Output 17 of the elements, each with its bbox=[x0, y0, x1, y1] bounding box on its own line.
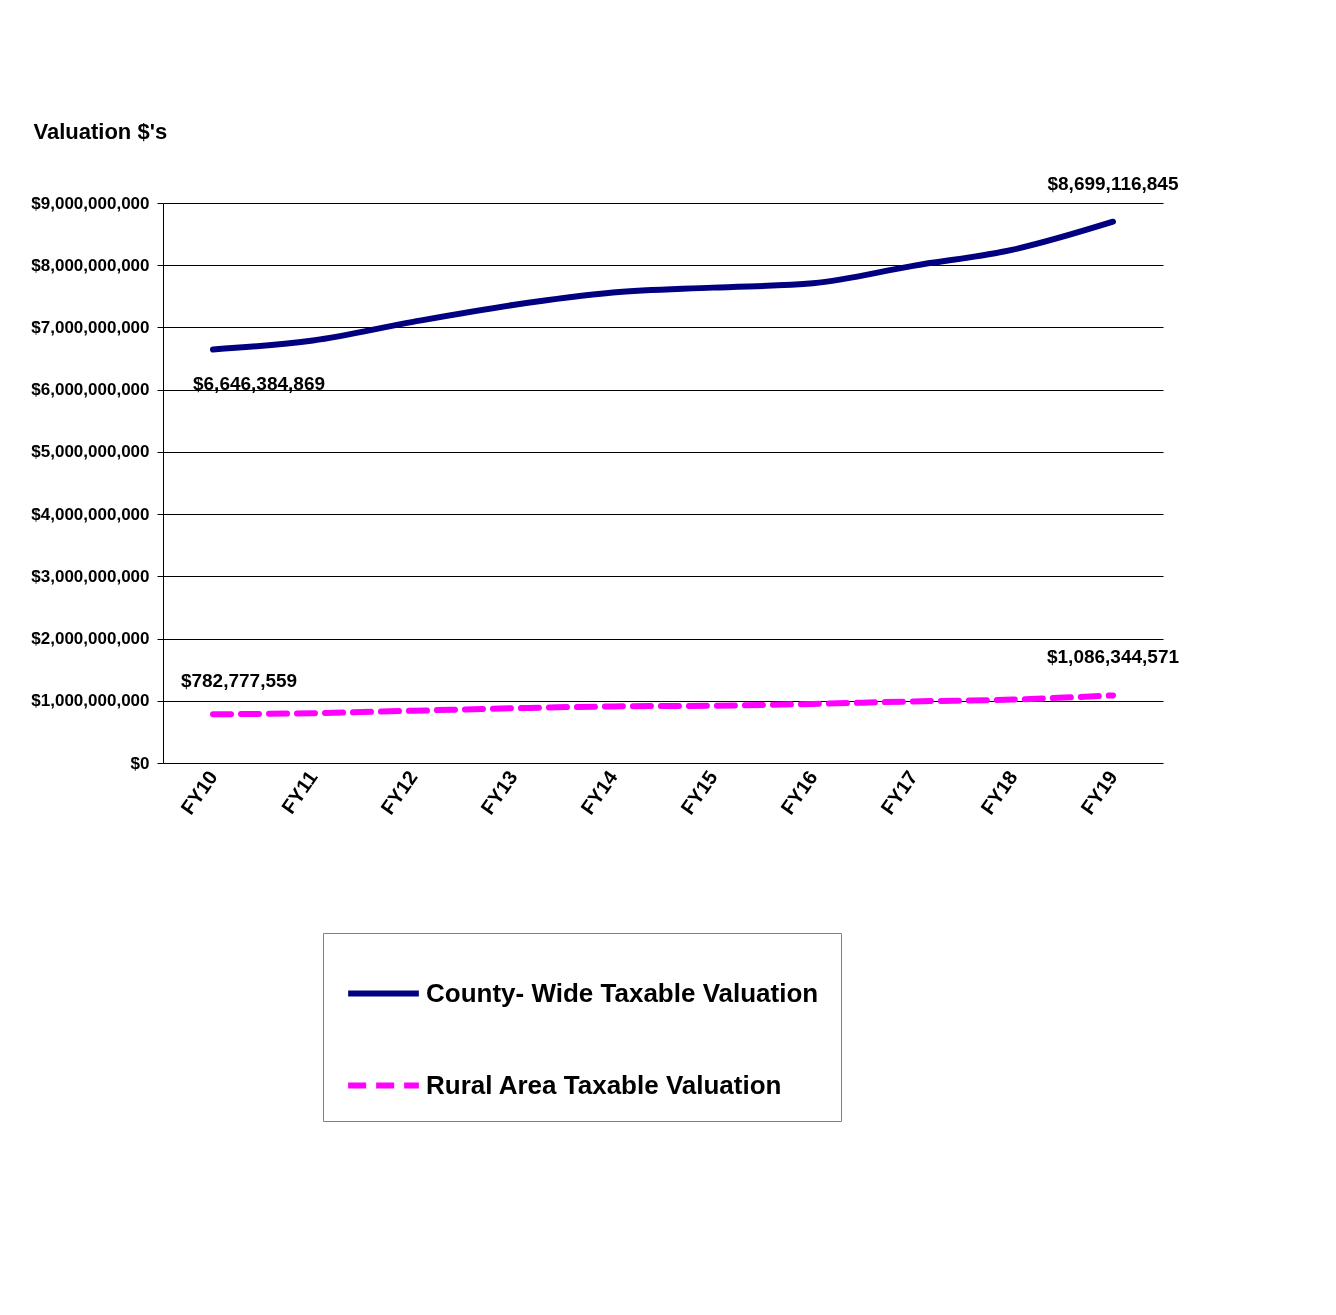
legend-label: Rural Area Taxable Valuation bbox=[426, 1069, 782, 1100]
y-tick-label: $0 bbox=[130, 753, 150, 773]
legend-label: County- Wide Taxable Valuation bbox=[426, 977, 819, 1008]
data-label: $782,777,559 bbox=[180, 670, 298, 692]
y-tick-label: $9,000,000,000 bbox=[31, 193, 150, 213]
y-axis-title: Valuation $'s bbox=[33, 118, 168, 144]
y-tick-label: $1,000,000,000 bbox=[31, 691, 150, 711]
data-label: $6,646,384,869 bbox=[192, 373, 326, 395]
data-label: $1,086,344,571 bbox=[1046, 646, 1180, 668]
y-tick-label: $4,000,000,000 bbox=[31, 504, 150, 524]
y-tick-label: $6,000,000,000 bbox=[31, 380, 150, 400]
y-tick-label: $8,000,000,000 bbox=[31, 255, 150, 275]
y-tick-label: $5,000,000,000 bbox=[31, 442, 150, 462]
y-tick-label: $3,000,000,000 bbox=[31, 566, 150, 586]
y-tick-label: $7,000,000,000 bbox=[31, 317, 150, 337]
data-label: $8,699,116,845 bbox=[1047, 172, 1179, 194]
y-tick-label: $2,000,000,000 bbox=[31, 629, 150, 649]
